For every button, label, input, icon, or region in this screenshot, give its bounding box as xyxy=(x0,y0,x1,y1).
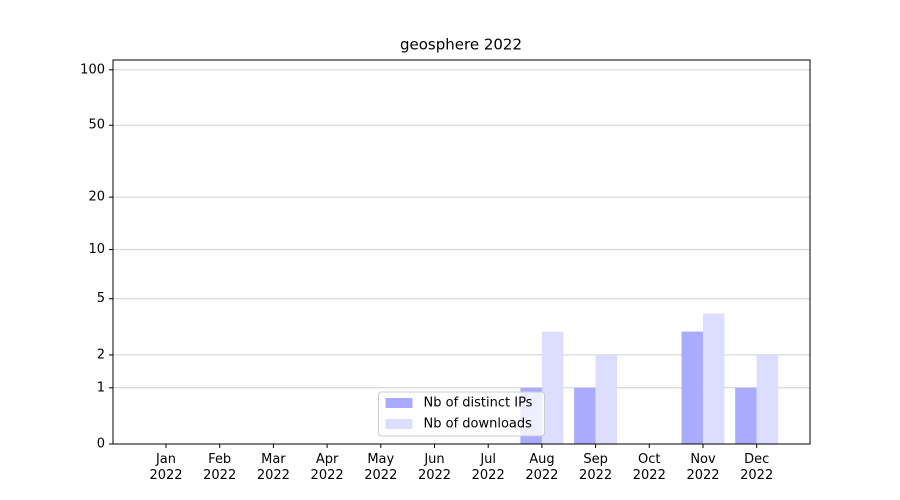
legend: Nb of distinct IPs Nb of downloads xyxy=(378,391,545,437)
y-tick-label: 2 xyxy=(97,347,105,362)
bar xyxy=(756,354,779,444)
bar xyxy=(681,331,703,444)
y-tick-label: 10 xyxy=(88,242,105,257)
x-tick-label: Apr 2022 xyxy=(310,452,344,483)
legend-label: Nb of downloads xyxy=(424,417,533,432)
bar xyxy=(574,387,596,444)
bar xyxy=(595,354,618,444)
y-tick-label: 1 xyxy=(97,380,105,395)
x-tick-label: Feb 2022 xyxy=(203,452,237,483)
x-tick-label: Oct 2022 xyxy=(632,452,666,483)
bar xyxy=(703,313,725,444)
x-tick-label: Mar 2022 xyxy=(256,452,290,483)
x-tick-label: May 2022 xyxy=(364,452,398,483)
bar xyxy=(541,331,564,444)
x-tick-label: Jul 2022 xyxy=(471,452,505,483)
y-tick-label: 5 xyxy=(97,291,105,306)
y-tick-label: 20 xyxy=(88,190,105,205)
legend-swatch xyxy=(385,419,413,429)
plot-frame xyxy=(112,59,811,445)
x-tick-label: Dec 2022 xyxy=(740,452,774,483)
x-tick-label: Sep 2022 xyxy=(579,452,613,483)
y-tick-label: 50 xyxy=(88,118,105,133)
bar xyxy=(735,387,757,444)
legend-swatch xyxy=(385,398,413,408)
chart-title: geosphere 2022 xyxy=(400,36,522,54)
x-tick-label: Nov 2022 xyxy=(686,452,720,483)
legend-label: Nb of distinct IPs xyxy=(424,396,533,411)
x-tick-label: Jun 2022 xyxy=(417,452,452,483)
x-tick-label: Jan 2022 xyxy=(149,452,183,483)
legend-box xyxy=(378,391,545,437)
y-tick-label: 0 xyxy=(97,437,105,452)
x-tick-label: Aug 2022 xyxy=(525,452,559,483)
y-tick-label: 100 xyxy=(80,62,105,77)
